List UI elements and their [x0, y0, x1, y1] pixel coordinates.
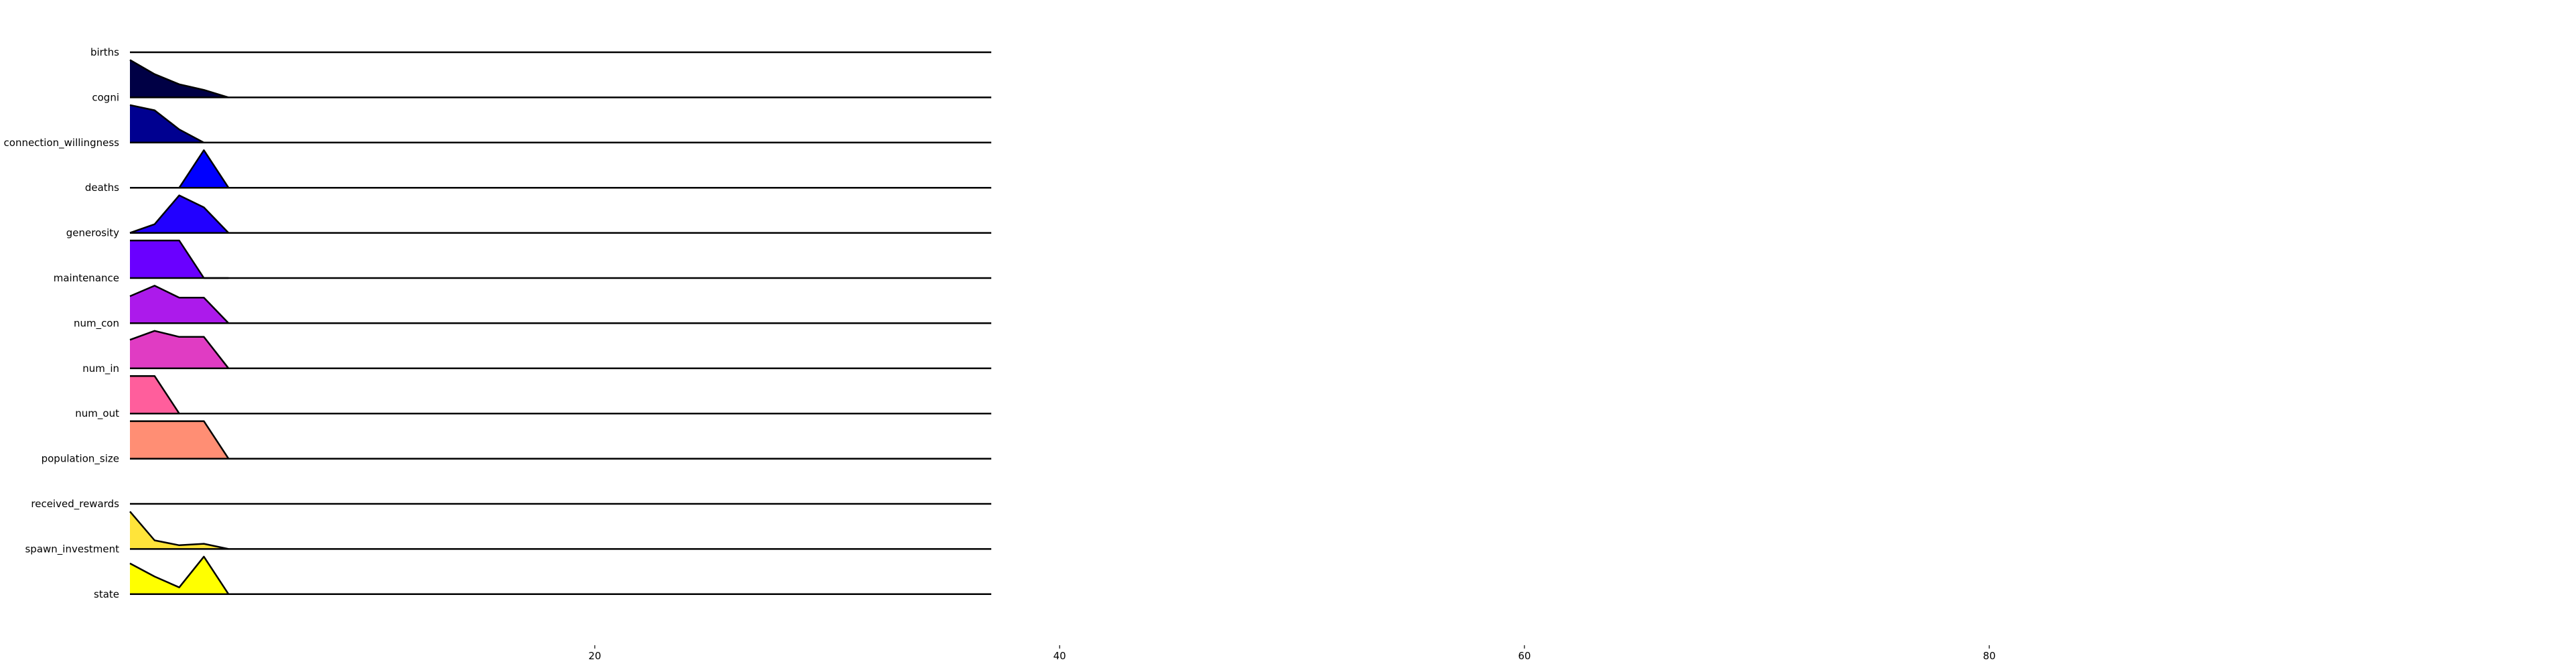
ridge-area-num-out: [130, 376, 229, 414]
row-label-received-rewards: received_rewards: [31, 498, 119, 511]
ridges: [129, 51, 991, 596]
row-label-connection-willingness: connection_willingness: [4, 137, 120, 149]
row-label-cogni: cogni: [92, 91, 119, 103]
ridge-outline-generosity: [129, 194, 230, 234]
row-label-deaths: deaths: [85, 182, 119, 194]
row-label-population-size: population_size: [42, 453, 119, 466]
x-axis: 20 40 60 80: [588, 645, 1996, 662]
row-label-spawn-investment: spawn_investment: [25, 543, 119, 555]
ridge-outline-spawn-investment: [129, 511, 229, 550]
ridge-outline-num-con: [129, 285, 230, 324]
row-label-num-in: num_in: [82, 362, 119, 375]
ridge-outline-cogni: [129, 59, 229, 98]
ridge-area-state: [130, 556, 229, 594]
row-label-maintenance: maintenance: [54, 272, 119, 284]
x-tick-label-60: 60: [1518, 650, 1530, 662]
row-label-num-out: num_out: [75, 407, 119, 420]
ridge-outline-num-in: [129, 330, 230, 369]
ridge-area-deaths: [130, 150, 229, 188]
row-label-generosity: generosity: [66, 227, 119, 239]
ridge-area-population-size: [130, 421, 229, 459]
ridge-outline-population-size: [130, 420, 230, 460]
x-tick-label-20: 20: [588, 650, 601, 662]
row-label-num-con: num_con: [74, 317, 119, 330]
row-label-births: births: [90, 46, 119, 58]
ridge-area-cogni: [130, 60, 229, 98]
ridge-area-generosity: [130, 195, 229, 233]
ridge-outline-state: [129, 555, 230, 595]
x-tick-label-40: 40: [1053, 650, 1066, 662]
ridge-area-num-con: [130, 285, 229, 324]
ridge-area-maintenance: [130, 241, 229, 278]
ridge-area-spawn-investment: [130, 511, 229, 549]
row-label-state: state: [94, 588, 119, 600]
ridge-area-num-in: [130, 330, 229, 368]
x-tick-label-80: 80: [1983, 650, 1995, 662]
ridge-area-connection-willingness: [130, 105, 229, 143]
